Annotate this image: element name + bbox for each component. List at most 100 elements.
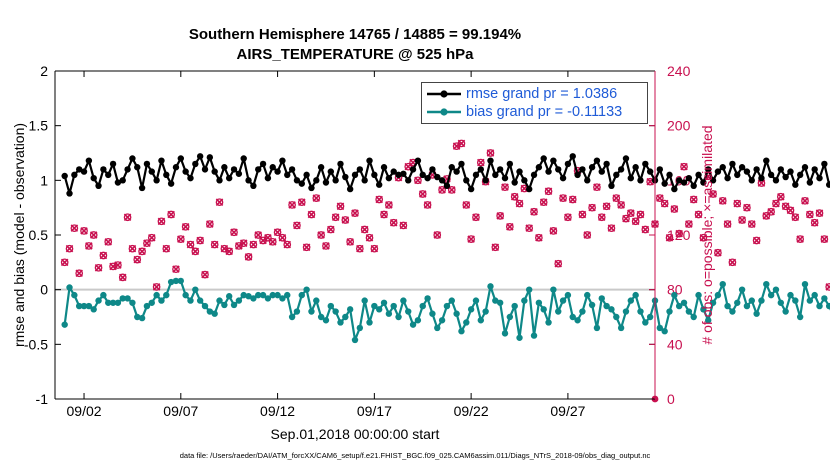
- rmse-point: [351, 171, 359, 179]
- bias-point: [264, 295, 272, 302]
- obs-assimilated-marker: [515, 199, 524, 208]
- rmse-point: [642, 160, 649, 168]
- rmse-point: [453, 168, 460, 175]
- obs-possible-marker: [675, 229, 684, 238]
- obs-possible-marker: [747, 220, 756, 228]
- obs-possible-marker: [249, 240, 258, 249]
- obs-possible-marker: [288, 201, 296, 209]
- chart-title-line2: AIRS_TEMPERATURE @ 525 hPa: [236, 46, 474, 63]
- bias-point: [584, 291, 591, 299]
- bias-point: [714, 291, 722, 299]
- obs-assimilated-marker: [230, 228, 238, 237]
- bias-point: [105, 299, 112, 306]
- bias-point: [95, 297, 102, 304]
- obs-possible-marker: [331, 213, 340, 222]
- obs-assimilated-marker: [714, 249, 722, 257]
- obs-assimilated-marker: [167, 210, 175, 219]
- bias-point: [259, 291, 267, 299]
- obs-possible-marker: [588, 203, 596, 212]
- obs-possible-marker: [752, 236, 761, 245]
- obs-possible-marker: [631, 217, 640, 226]
- obs-assimilated-marker: [380, 210, 388, 219]
- obs-possible-marker: [564, 213, 572, 222]
- obs-possible-marker: [791, 213, 800, 222]
- obs-possible-marker: [530, 207, 538, 216]
- obs-assimilated-marker: [244, 253, 253, 261]
- rmse-point: [714, 168, 722, 175]
- bias-point: [705, 317, 712, 324]
- obs-possible-marker: [128, 244, 137, 253]
- bias-point: [492, 297, 499, 304]
- obs-assimilated-marker: [544, 187, 553, 196]
- bias-point: [743, 302, 751, 310]
- bias-point: [143, 302, 151, 310]
- rmse-point: [293, 177, 301, 184]
- obs-possible-marker: [622, 214, 630, 223]
- bias-point: [109, 299, 117, 306]
- rmse-point: [419, 171, 426, 179]
- obs-assimilated-marker: [806, 210, 814, 219]
- rmse-point: [796, 171, 804, 179]
- bias-point: [337, 319, 344, 326]
- bias-point: [269, 291, 276, 299]
- obs-assimilated-marker: [215, 198, 224, 206]
- obs-assimilated-marker: [433, 231, 442, 239]
- rmse-point: [467, 185, 475, 193]
- obs-assimilated-marker: [157, 217, 166, 226]
- obs-possible-marker: [181, 222, 190, 231]
- rmse-point: [525, 185, 533, 193]
- obs-assimilated-marker: [70, 224, 79, 232]
- obs-assimilated-marker: [612, 194, 621, 202]
- rmse-point: [685, 174, 693, 182]
- obs-assimilated-marker: [133, 255, 142, 264]
- bias-point: [709, 299, 717, 306]
- rmse-point: [75, 166, 83, 173]
- obs-possible-marker: [230, 228, 238, 237]
- bias-point: [298, 291, 305, 299]
- bias-point: [148, 299, 155, 306]
- rmse-point: [167, 180, 175, 187]
- obs-possible-marker: [607, 224, 616, 233]
- bias-point: [579, 308, 586, 315]
- rmse-point: [424, 174, 431, 182]
- obs-assimilated-marker: [181, 223, 190, 231]
- bias-point: [255, 291, 262, 299]
- obs-assimilated-marker: [210, 240, 219, 249]
- bias-point: [777, 299, 785, 306]
- bias-point: [201, 302, 209, 310]
- y-tick-label-right: 200: [667, 118, 691, 134]
- obs-possible-marker: [118, 273, 127, 282]
- bias-point: [66, 284, 73, 291]
- obs-assimilated-marker: [331, 213, 340, 221]
- rmse-point: [255, 166, 262, 173]
- obs-assimilated-marker: [389, 218, 398, 227]
- bias-point: [675, 302, 683, 310]
- obs-possible-marker: [273, 228, 282, 237]
- bias-point: [434, 324, 441, 332]
- obs-assimilated-marker: [259, 236, 267, 245]
- rmse-point: [521, 177, 528, 184]
- obs-possible-marker: [433, 231, 442, 239]
- x-tick-label: 09/27: [550, 403, 585, 419]
- rmse-point: [332, 177, 339, 184]
- obs-assimilated-marker: [752, 236, 761, 245]
- obs-possible-marker: [336, 202, 345, 211]
- obs-assimilated-marker: [452, 142, 461, 150]
- obs-possible-marker: [714, 248, 722, 257]
- obs-count-markers: [60, 139, 830, 291]
- rmse-point: [409, 166, 417, 173]
- bias-point: [758, 297, 765, 304]
- bias-point: [569, 313, 576, 321]
- bias-point: [366, 319, 373, 326]
- obs-assimilated-marker: [723, 220, 732, 228]
- obs-possible-marker: [172, 265, 180, 274]
- obs-assimilated-marker: [196, 236, 204, 245]
- obs-possible-marker: [626, 209, 635, 217]
- obs-possible-marker: [767, 207, 775, 216]
- rmse-point: [95, 182, 102, 189]
- bias-point: [414, 317, 422, 324]
- obs-possible-marker: [385, 201, 393, 209]
- obs-assimilated-marker: [414, 176, 422, 185]
- rmse-point: [787, 168, 794, 175]
- obs-possible-marker: [583, 231, 592, 239]
